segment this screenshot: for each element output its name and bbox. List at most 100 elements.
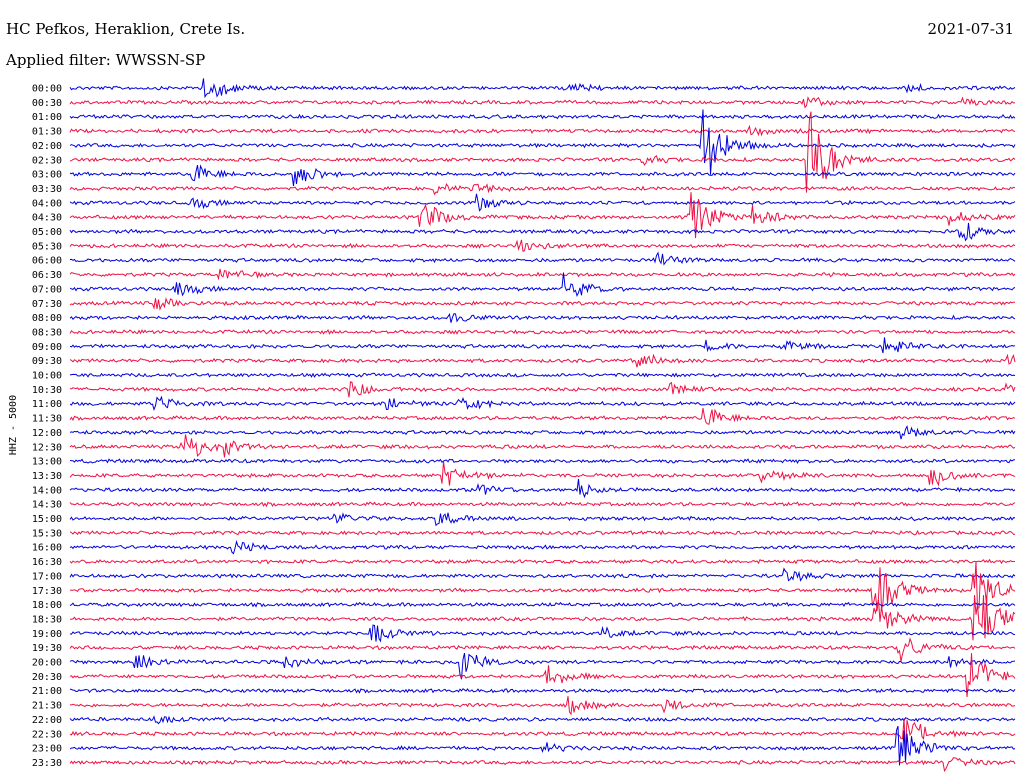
trace-line-1000 (69, 372, 1016, 378)
trace-line-0400 (69, 193, 1016, 212)
row-time-label: 03:30 (32, 184, 62, 195)
trace-line-1330 (69, 461, 1016, 487)
trace-line-1100 (69, 395, 1016, 412)
trace-line-1930 (69, 637, 1016, 662)
trace-line-0630 (69, 268, 1016, 281)
trace-line-0200 (69, 109, 1016, 175)
trace-line-0030 (69, 96, 1015, 109)
row-time-label: 07:00 (32, 284, 62, 295)
trace-line-0430 (69, 192, 1016, 239)
trace-line-1500 (69, 512, 1016, 527)
trace-line-0900 (69, 337, 1016, 354)
row-time-label: 20:30 (32, 672, 62, 683)
row-time-label: 05:30 (32, 241, 62, 252)
trace-line-2230 (69, 718, 1016, 752)
trace-line-1530 (69, 529, 1016, 536)
trace-line-1830 (69, 595, 1016, 641)
row-time-label: 03:00 (32, 170, 62, 181)
row-time-label: 00:00 (32, 84, 62, 95)
trace-line-0000 (69, 78, 1016, 99)
trace-line-1130 (69, 408, 1016, 425)
trace-line-0830 (69, 328, 1016, 335)
row-time-label: 23:00 (32, 744, 62, 755)
row-time-label: 12:00 (32, 428, 62, 439)
trace-line-1900 (69, 624, 1016, 643)
row-time-label: 15:00 (32, 514, 62, 525)
row-time-label: 01:30 (32, 127, 62, 138)
row-time-label: 18:00 (32, 600, 62, 611)
row-time-label: 01:00 (32, 112, 62, 123)
trace-line-2030 (69, 653, 1016, 698)
row-time-label: 09:00 (32, 342, 62, 353)
row-time-label: 15:30 (32, 528, 62, 539)
row-time-label: 04:00 (32, 198, 62, 209)
trace-line-2330 (69, 757, 1016, 773)
trace-line-1730 (69, 561, 1016, 612)
row-time-label: 16:00 (32, 543, 62, 554)
row-time-label: 02:00 (32, 141, 62, 152)
trace-line-1600 (69, 539, 1016, 555)
row-time-label: 19:00 (32, 629, 62, 640)
row-time-label: 17:00 (32, 571, 62, 582)
trace-line-1300 (69, 458, 1016, 464)
trace-line-0230 (69, 111, 1016, 193)
trace-line-1800 (69, 601, 1016, 608)
row-time-label: 11:00 (32, 399, 62, 410)
row-time-label: 10:30 (32, 385, 62, 396)
trace-line-2000 (69, 652, 1016, 680)
trace-line-1700 (69, 567, 1016, 582)
trace-line-0300 (69, 164, 1016, 187)
trace-line-0500 (69, 222, 1016, 242)
trace-line-2200 (69, 715, 1016, 725)
trace-line-1430 (69, 501, 1016, 508)
trace-line-0600 (69, 251, 1016, 266)
trace-line-0730 (69, 297, 1016, 311)
row-time-label: 06:30 (32, 270, 62, 281)
row-time-label: 20:00 (32, 658, 62, 669)
row-time-label: 10:00 (32, 371, 62, 382)
row-time-label: 22:30 (32, 729, 62, 740)
row-time-label: 04:30 (32, 213, 62, 224)
row-time-label: 22:00 (32, 715, 62, 726)
row-time-label: 13:30 (32, 471, 62, 482)
row-time-label: 08:30 (32, 327, 62, 338)
station-title: HC Pefkos, Heraklion, Crete Is. (6, 20, 246, 38)
row-time-label: 14:30 (32, 500, 62, 511)
row-time-label: 19:30 (32, 643, 62, 654)
row-time-label: 00:30 (32, 98, 62, 109)
trace-line-1400 (69, 478, 1016, 499)
date-label: 2021-07-31 (927, 20, 1014, 38)
trace-line-0930 (69, 353, 1016, 368)
trace-line-2100 (69, 687, 1016, 694)
row-time-label: 05:00 (32, 227, 62, 238)
trace-line-1030 (69, 381, 1016, 398)
row-time-label: 08:00 (32, 313, 62, 324)
row-time-label: 21:00 (32, 686, 62, 697)
filter-label: Applied filter: WWSSN-SP (6, 51, 206, 69)
trace-line-1200 (69, 425, 1016, 440)
trace-line-0130 (69, 124, 1016, 137)
channel-label: HHZ - 5000 (8, 395, 19, 455)
trace-line-0100 (69, 113, 1016, 120)
row-time-label: 12:30 (32, 442, 62, 453)
row-time-label: 18:30 (32, 614, 62, 625)
trace-line-2130 (69, 696, 1016, 716)
trace-line-0330 (69, 182, 1016, 196)
row-time-label: 06:00 (32, 256, 62, 267)
row-time-label: 13:00 (32, 457, 62, 468)
trace-line-0700 (69, 272, 1016, 297)
row-time-label: 07:30 (32, 299, 62, 310)
trace-line-1630 (69, 558, 1016, 565)
row-time-label: 14:00 (32, 485, 62, 496)
row-time-label: 09:30 (32, 356, 62, 367)
row-time-label: 17:30 (32, 586, 62, 597)
row-time-label: 23:30 (32, 758, 62, 769)
row-time-label: 16:30 (32, 557, 62, 568)
trace-line-0530 (69, 239, 1016, 253)
trace-line-1230 (69, 434, 1016, 458)
row-time-label: 02:30 (32, 155, 62, 166)
trace-line-2300 (69, 725, 1016, 766)
row-time-label: 11:30 (32, 414, 62, 425)
trace-line-0800 (69, 312, 1016, 323)
